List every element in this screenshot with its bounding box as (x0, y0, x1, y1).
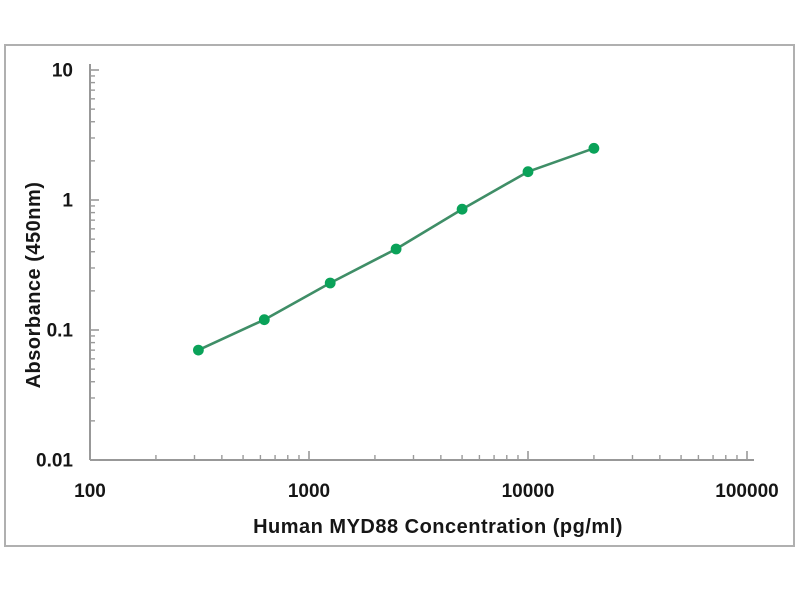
axis-ticks (89, 69, 748, 461)
y-tick-label: 0.1 (47, 321, 74, 342)
x-axis-label: Human MYD88 Concentration (pg/ml) (253, 516, 623, 538)
y-tick-label: 10 (52, 61, 73, 82)
axes (89, 64, 754, 461)
elisa-standard-curve-chart: 100 1000 10000 100000 10 1 0.1 0.01 Human MYD88… (23, 61, 779, 538)
data-point-marker (588, 142, 600, 154)
data-point-marker (456, 203, 468, 215)
data-point-marker (324, 277, 336, 289)
y-tick-label: 0.01 (36, 451, 73, 472)
x-tick-label: 100000 (715, 481, 778, 502)
series-standard-curve (193, 142, 600, 356)
y-tick-label: 1 (62, 191, 73, 212)
y-axis-label: Absorbance (450nm) (23, 182, 45, 389)
data-point-marker (522, 166, 534, 178)
axis-tick-labels: 100 1000 10000 100000 10 1 0.1 0.01 (36, 61, 779, 502)
x-tick-label: 1000 (288, 481, 330, 502)
data-point-marker (193, 344, 204, 356)
data-point-marker (258, 314, 270, 326)
x-tick-label: 10000 (502, 481, 555, 502)
chart-frame: 100 1000 10000 100000 10 1 0.1 0.01 Human MYD88… (4, 44, 795, 547)
data-point-marker (390, 243, 402, 255)
x-tick-label: 100 (74, 481, 106, 502)
